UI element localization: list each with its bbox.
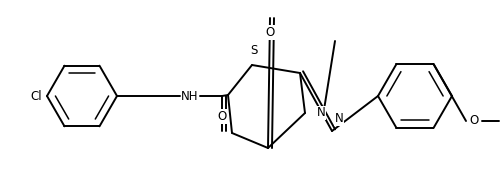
Text: N: N	[317, 107, 326, 119]
Text: Cl: Cl	[30, 90, 42, 102]
Text: NH: NH	[181, 90, 199, 102]
Text: N: N	[335, 112, 344, 125]
Text: S: S	[250, 44, 258, 57]
Text: O: O	[266, 26, 275, 39]
Text: O: O	[469, 114, 479, 128]
Text: O: O	[217, 110, 227, 123]
